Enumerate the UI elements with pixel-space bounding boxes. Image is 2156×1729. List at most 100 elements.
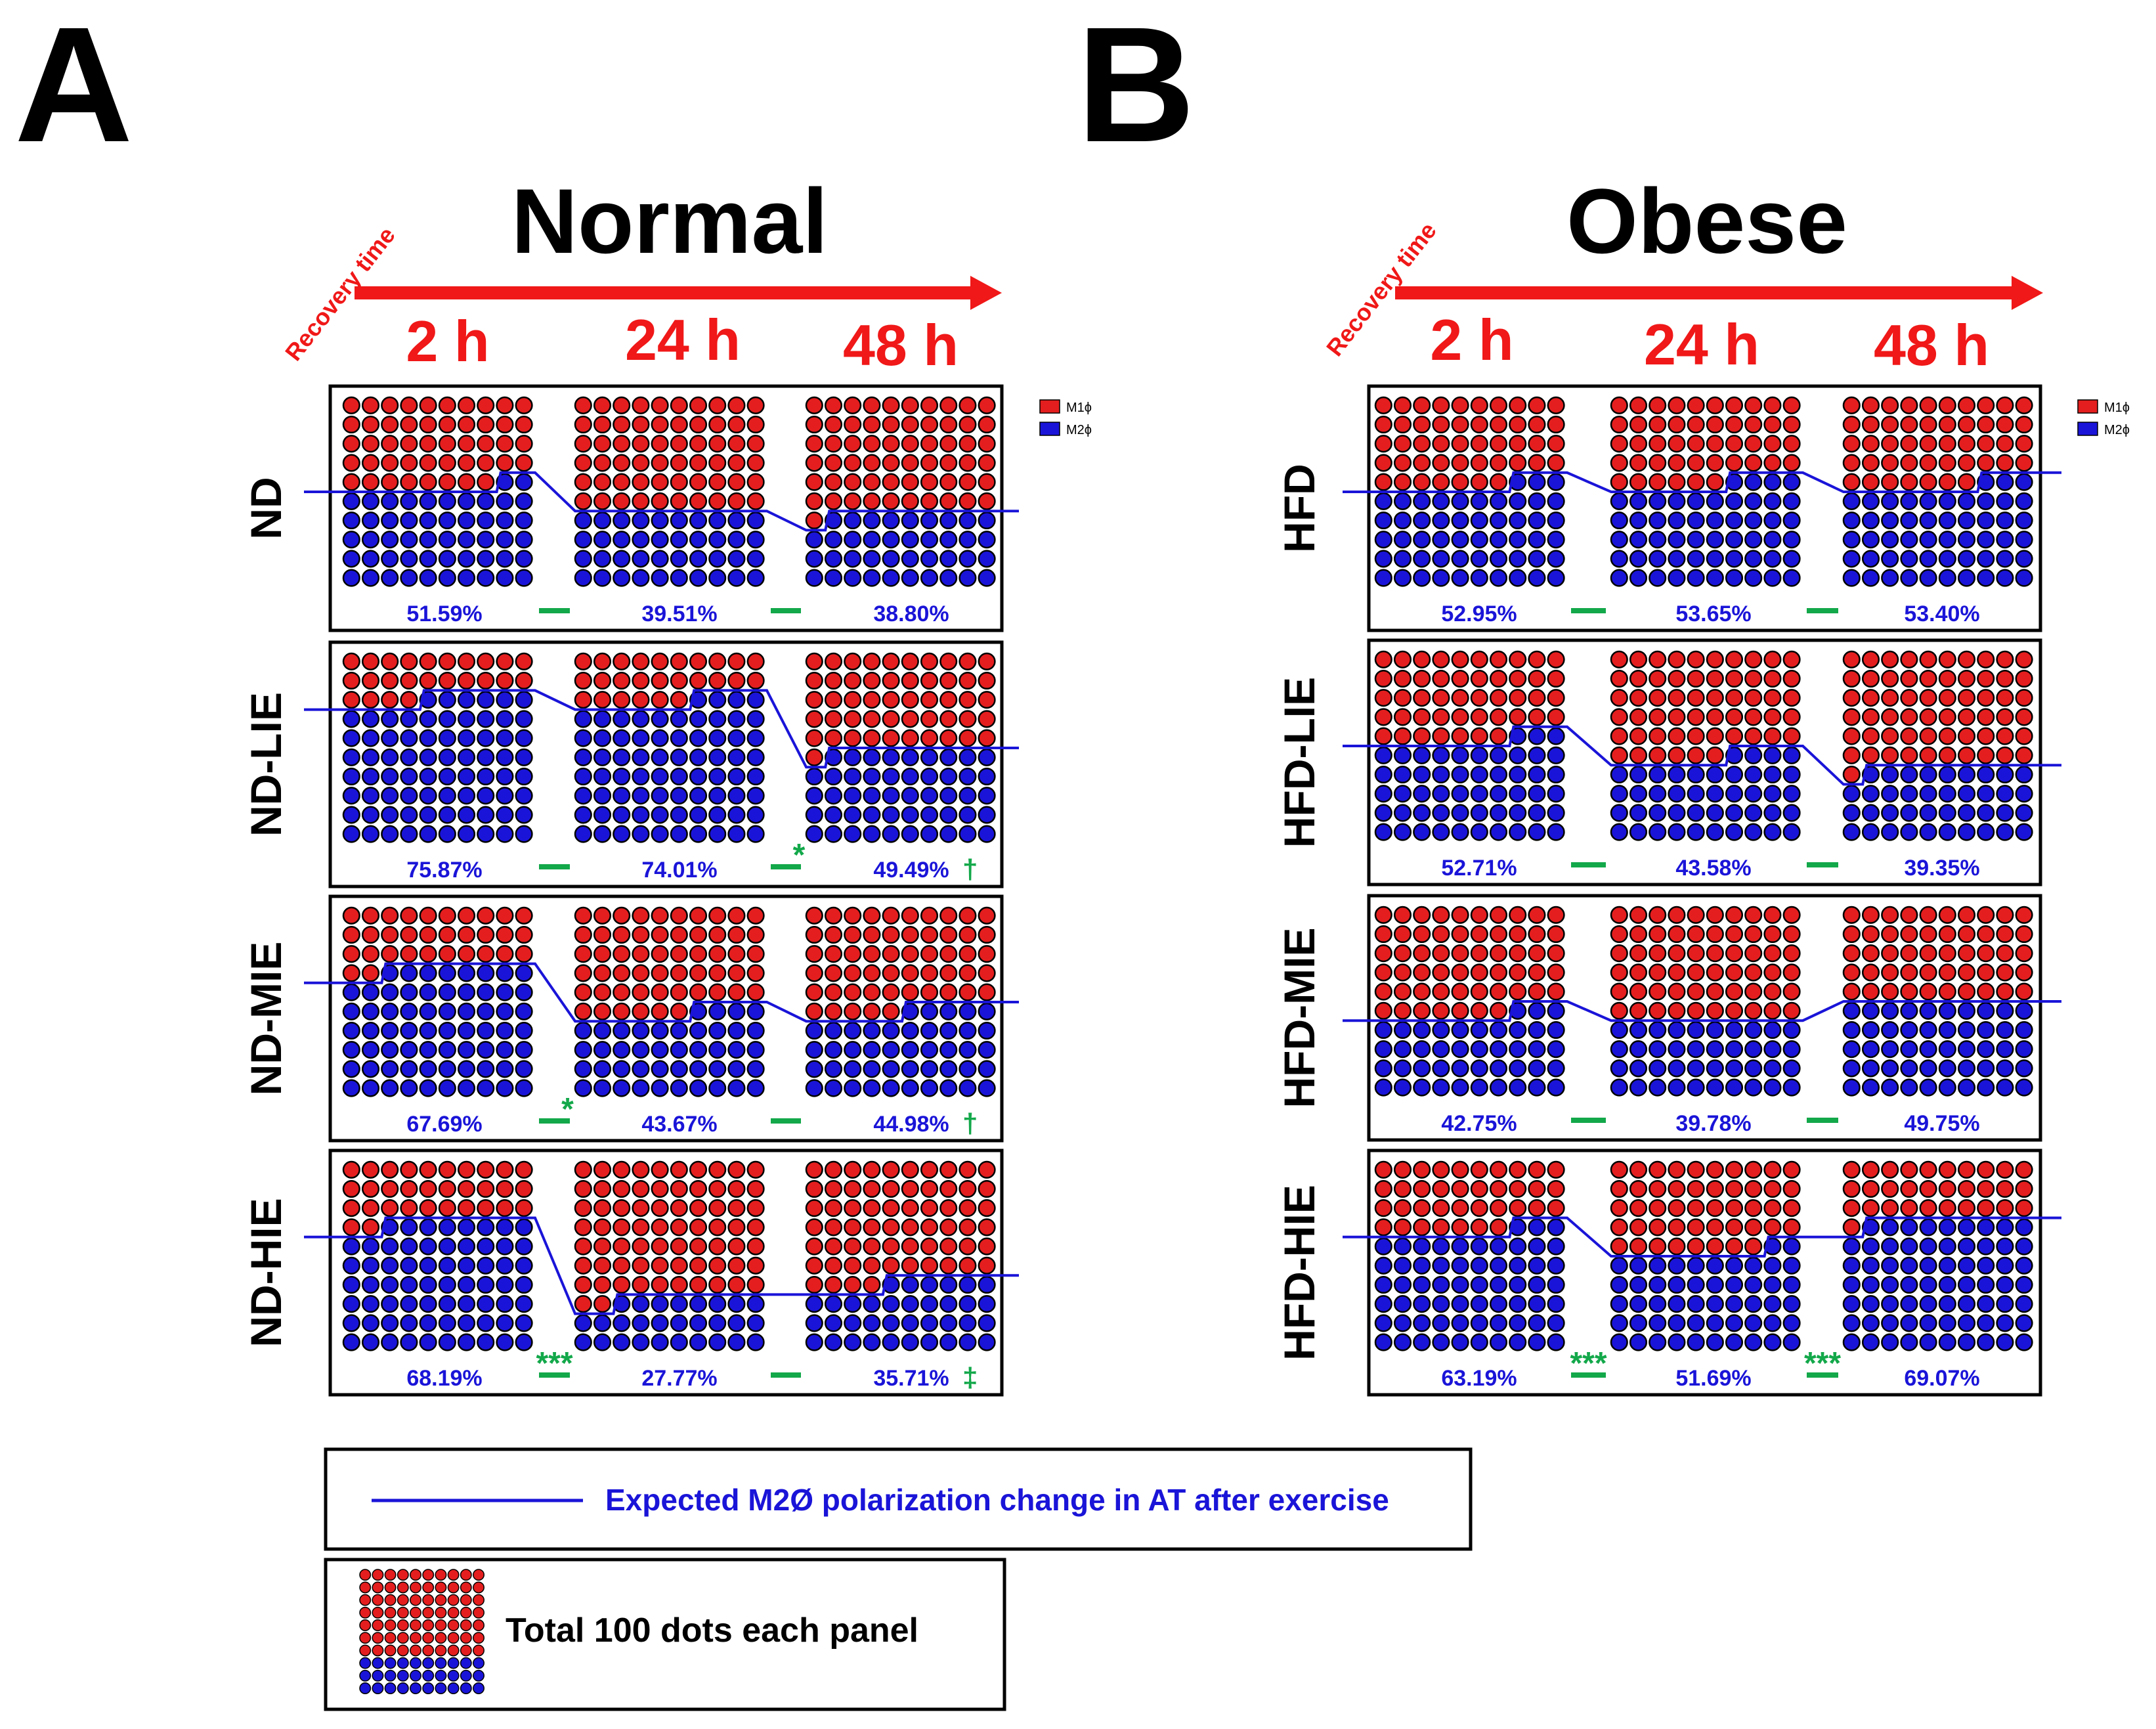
- m1-dot: [438, 435, 456, 453]
- pct-suffix: ‡: [962, 1362, 978, 1393]
- m2-dot: [1996, 765, 2014, 784]
- m1-dot: [632, 1275, 650, 1294]
- m2-dot: [1957, 1078, 1976, 1097]
- m1-dot: [1957, 982, 1976, 1001]
- m2-dot: [1451, 511, 1469, 530]
- m2-dot: [419, 1079, 437, 1097]
- m1-dot: [1938, 727, 1956, 745]
- m1-dot: [746, 1256, 765, 1275]
- m2-dot: [1842, 1020, 1861, 1040]
- m1-dot: [1413, 906, 1431, 924]
- m1-dot: [1900, 1179, 1918, 1198]
- m2-dot: [1528, 569, 1546, 587]
- m2-dot: [920, 550, 939, 568]
- m1-dot: [863, 473, 881, 491]
- row-box: [1367, 638, 2042, 886]
- m2-dot: [1861, 1295, 1880, 1313]
- waffle-grid: [574, 906, 765, 1097]
- m2-dot: [1861, 1001, 1880, 1020]
- m2-dot: [632, 825, 650, 843]
- m1-dot: [727, 435, 746, 453]
- expected-m2-line: [304, 962, 1019, 1023]
- m2-dot: [689, 825, 708, 843]
- m1-dot: [2015, 415, 2033, 434]
- m2-dot: [1744, 550, 1763, 568]
- m2-dot: [574, 511, 592, 530]
- m2-dot: [400, 729, 418, 747]
- m1-dot: [1451, 944, 1469, 963]
- m2-dot: [1629, 1040, 1648, 1059]
- m2-dot: [1649, 1295, 1667, 1313]
- m1-dot: [670, 671, 688, 690]
- m1-dot: [419, 945, 437, 963]
- m2-dot: [2015, 1218, 2033, 1237]
- m1-dot: [1725, 1001, 1744, 1020]
- m1-dot: [708, 925, 727, 944]
- m2-dot: [1668, 765, 1686, 784]
- m1-dot: [515, 435, 533, 453]
- m1-dot: [708, 1256, 727, 1275]
- m1-dot: [1977, 396, 1995, 414]
- waffle-grid: [1374, 906, 1565, 1097]
- time-label: 2 h: [1430, 307, 1513, 372]
- m2-dot: [1957, 569, 1976, 587]
- m1-dot: [1725, 396, 1744, 414]
- m1-dot: [1413, 963, 1431, 982]
- legend-m2-dot: [410, 1669, 421, 1682]
- m1-dot: [1881, 1179, 1899, 1198]
- m2-dot: [708, 1314, 727, 1332]
- m1-dot: [1374, 435, 1392, 453]
- m2-dot: [1470, 550, 1488, 568]
- m1-dot: [1470, 963, 1488, 982]
- m1-dot: [1374, 963, 1392, 982]
- m2-dot: [1528, 765, 1546, 784]
- m2-dot: [400, 1295, 418, 1313]
- m2-dot: [477, 1333, 495, 1351]
- legend-m1-dot: [410, 1581, 421, 1594]
- m1-dot: [805, 983, 823, 1001]
- m2-dot: [1919, 1078, 1937, 1097]
- m1-dot: [727, 1218, 746, 1237]
- m2-dot: [457, 1002, 476, 1020]
- m2-dot: [515, 1218, 533, 1237]
- m1-dot: [1610, 982, 1628, 1001]
- m2-dot: [1782, 1020, 1801, 1040]
- m1-dot: [1610, 727, 1628, 745]
- m2-dot: [959, 1275, 977, 1294]
- m1-dot: [632, 1256, 650, 1275]
- m2-dot: [1782, 1040, 1801, 1059]
- m2-dot: [1763, 531, 1782, 549]
- m1-dot: [1547, 906, 1565, 924]
- m2-dot: [342, 1021, 360, 1040]
- m1-dot: [1996, 1179, 2014, 1198]
- m1-dot: [342, 435, 360, 453]
- m1-dot: [1610, 746, 1628, 764]
- m2-dot: [419, 1295, 437, 1313]
- m1-dot: [1649, 669, 1667, 688]
- m2-dot: [1725, 1314, 1744, 1332]
- m1-dot: [1610, 1218, 1628, 1237]
- m1-dot: [746, 925, 765, 944]
- m1-dot: [939, 964, 958, 982]
- m2-dot: [496, 492, 514, 510]
- m2-dot: [1668, 785, 1686, 803]
- m2-dot: [1861, 1333, 1880, 1351]
- m1-dot: [863, 1199, 881, 1217]
- m2-dot: [1610, 1059, 1628, 1078]
- m1-dot: [1744, 963, 1763, 982]
- m2-dot: [1374, 746, 1392, 764]
- m2-dot: [920, 1060, 939, 1078]
- m2-dot: [978, 1333, 996, 1351]
- m2-dot: [1938, 511, 1956, 530]
- m2-dot: [670, 1021, 688, 1040]
- m1-dot: [670, 435, 688, 453]
- m1-dot: [1782, 963, 1801, 982]
- m1-dot: [400, 1179, 418, 1198]
- m1-dot: [1881, 396, 1899, 414]
- m1-dot: [419, 396, 437, 414]
- m2-dot: [457, 531, 476, 549]
- m1-dot: [381, 454, 399, 472]
- m1-dot: [920, 925, 939, 944]
- m2-dot: [574, 1041, 592, 1059]
- m1-dot: [1610, 473, 1628, 491]
